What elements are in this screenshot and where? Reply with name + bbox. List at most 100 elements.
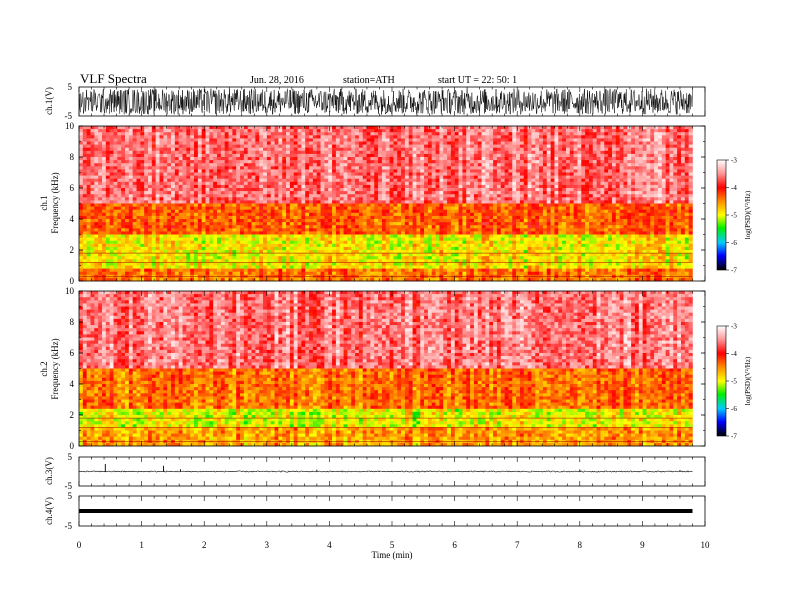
spectrogram-cell xyxy=(86,194,91,198)
spectrogram-cell xyxy=(309,253,314,257)
spectrogram-cell xyxy=(213,129,218,133)
spectrogram-cell xyxy=(159,178,164,183)
spectrogram-cell xyxy=(136,215,141,220)
spectrogram-cell xyxy=(136,184,141,189)
spectrogram-cell xyxy=(94,237,99,241)
spectrogram-cell xyxy=(335,237,341,241)
spectrogram-cell xyxy=(213,153,218,158)
spectrogram-cell xyxy=(286,141,291,145)
spectrogram-cell xyxy=(404,147,410,152)
spectrogram-cell xyxy=(197,169,202,173)
spectrogram-cell xyxy=(401,271,406,276)
spectrogram-cell xyxy=(401,166,406,170)
spectrogram-cell xyxy=(297,271,302,276)
spectrogram-cell xyxy=(213,141,218,145)
spectrogram-cell xyxy=(401,222,406,226)
spectrogram-cell xyxy=(121,135,126,139)
spectrogram-cell xyxy=(309,212,314,217)
spectrogram-cell xyxy=(186,200,191,204)
spectrogram-cell xyxy=(197,250,202,254)
spectrogram-cell xyxy=(224,206,229,210)
spectrogram-cell xyxy=(194,144,199,148)
spectrogram-cell xyxy=(105,228,110,232)
spectrogram-cell xyxy=(167,262,172,266)
spectrogram-cell xyxy=(128,209,133,214)
spectrogram-cell xyxy=(163,206,168,210)
spectrogram-cell xyxy=(213,246,218,251)
spectrogram-cell xyxy=(435,206,440,210)
spectrogram-cell xyxy=(217,175,222,179)
spectrogram-cell xyxy=(155,225,160,229)
spectrogram-cell xyxy=(450,222,456,226)
spectrogram-cell xyxy=(312,265,318,269)
spectrogram-cell xyxy=(320,197,325,201)
spectrogram-cell xyxy=(332,271,337,276)
spectrogram-cell xyxy=(79,206,84,210)
spectrogram-cell xyxy=(259,129,264,133)
spectrogram-cell xyxy=(435,169,440,173)
spectrogram-cell xyxy=(335,228,341,232)
spectrogram-cell xyxy=(102,160,107,164)
spectrogram-cell xyxy=(408,147,413,152)
spectrogram-cell xyxy=(274,225,279,229)
spectrogram-cell xyxy=(427,188,433,192)
spectrogram-cell xyxy=(240,181,245,186)
spectrogram-cell xyxy=(316,271,321,276)
spectrogram-cell xyxy=(416,194,421,198)
spectrogram-cell xyxy=(416,135,421,139)
spectrogram-cell xyxy=(109,231,114,235)
spectrogram-cell xyxy=(401,231,406,235)
spectrogram-cell xyxy=(312,259,318,263)
spectrogram-cell xyxy=(117,129,122,133)
spectrogram-cell xyxy=(427,166,433,170)
spectrogram-cell xyxy=(439,191,444,195)
spectrogram-cell xyxy=(397,222,402,226)
spectrogram-cell xyxy=(351,132,356,136)
spectrogram-cell xyxy=(339,265,344,269)
spectrogram-cell xyxy=(86,126,91,130)
spectrogram-cell xyxy=(251,225,256,229)
spectrogram-cell xyxy=(355,126,360,130)
spectrogram-cell xyxy=(102,268,107,272)
spectrogram-cell xyxy=(431,234,436,238)
spectrogram-cell xyxy=(171,160,176,164)
spectrogram-cell xyxy=(243,219,248,223)
spectrogram-cell xyxy=(151,246,156,251)
spectrogram-cell xyxy=(90,153,95,158)
spectrogram-cell xyxy=(416,225,421,229)
spectrogram-cell xyxy=(197,240,202,245)
spectrogram-cell xyxy=(335,225,341,229)
spectrogram-cell xyxy=(416,206,421,210)
spectrogram-cell xyxy=(305,194,310,198)
spectrogram-cell xyxy=(301,253,306,257)
spectrogram-cell xyxy=(128,194,133,198)
spectrogram-cell xyxy=(232,200,237,204)
spectrogram-cell xyxy=(224,147,229,152)
spectrogram-cell xyxy=(140,240,145,245)
spectrogram-cell xyxy=(385,277,390,282)
spectrogram-cell xyxy=(347,215,352,220)
spectrogram-cell xyxy=(94,259,99,263)
spectrogram-cell xyxy=(335,138,341,142)
spectrogram-cell xyxy=(94,231,99,235)
spectrogram-cell xyxy=(305,253,310,257)
spectrogram-cell xyxy=(347,243,352,248)
spectrogram-cell xyxy=(431,178,436,183)
spectrogram-cell xyxy=(355,181,360,186)
spectrogram-cell xyxy=(439,215,444,220)
spectrogram-cell xyxy=(270,225,275,229)
spectrogram-cell xyxy=(236,160,241,164)
spectrogram-cell xyxy=(282,225,287,229)
spectrogram-cell xyxy=(140,132,145,136)
spectrogram-cell xyxy=(408,240,413,245)
spectrogram-cell xyxy=(366,250,371,254)
spectrogram-cell xyxy=(397,256,402,260)
spectrogram-cell xyxy=(163,234,168,238)
spectrogram-cell xyxy=(408,277,413,282)
spectrogram-cell xyxy=(159,160,164,164)
spectrogram-cell xyxy=(167,141,172,145)
spectrogram-cell xyxy=(355,256,360,260)
spectrogram-cell xyxy=(259,222,264,226)
spectrogram-cell xyxy=(117,150,122,155)
spectrogram-cell xyxy=(259,200,264,204)
